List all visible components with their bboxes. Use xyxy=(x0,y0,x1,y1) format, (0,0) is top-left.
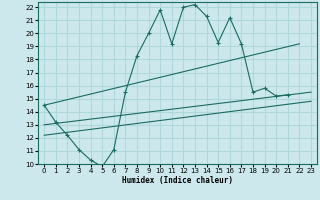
X-axis label: Humidex (Indice chaleur): Humidex (Indice chaleur) xyxy=(122,176,233,185)
